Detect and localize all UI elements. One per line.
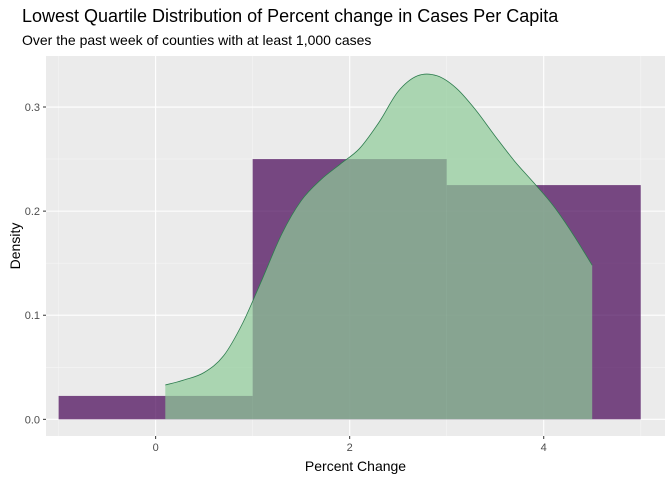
- y-axis-ticks: 0.0 0.1 0.2 0.3: [25, 102, 46, 426]
- x-axis-ticks: 0 2 4: [153, 436, 547, 454]
- y-tick-label: 0.2: [25, 206, 40, 218]
- x-tick-label: 0: [153, 442, 159, 454]
- density-line: [165, 73, 593, 386]
- y-tick-label: 0.1: [25, 310, 40, 322]
- y-axis-title: Density: [7, 223, 23, 270]
- x-axis-title: Percent Change: [305, 458, 406, 474]
- x-tick-label: 4: [541, 442, 547, 454]
- x-tick-label: 2: [347, 442, 353, 454]
- chart-title: Lowest Quartile Distribution of Percent …: [22, 6, 559, 26]
- density-area: [165, 74, 593, 420]
- chart-subtitle: Over the past week of counties with at l…: [22, 32, 372, 48]
- y-tick-label: 0.3: [25, 102, 40, 114]
- density-curve: [165, 73, 593, 420]
- y-tick-label: 0.0: [25, 414, 40, 426]
